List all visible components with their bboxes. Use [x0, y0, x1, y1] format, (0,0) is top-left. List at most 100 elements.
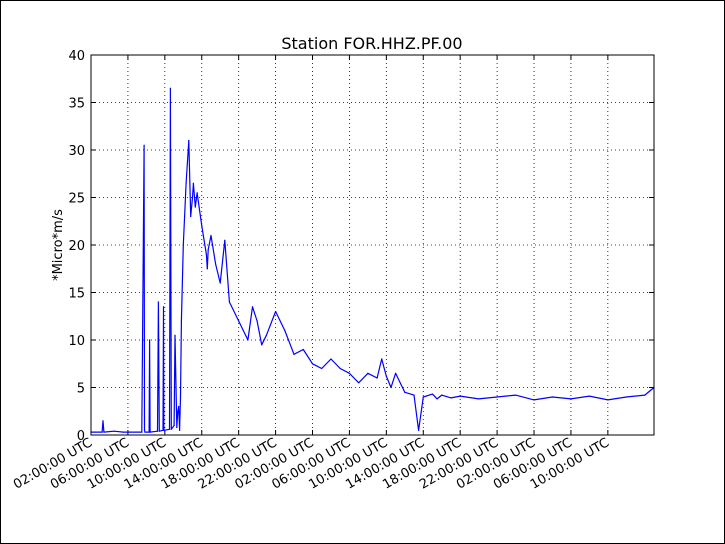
data-point: [478, 398, 480, 400]
data-point: [441, 394, 443, 396]
data-point: [102, 420, 104, 422]
data-point: [190, 215, 192, 218]
data-point: [182, 244, 184, 246]
data-point: [149, 339, 151, 341]
data-point: [103, 431, 105, 433]
data-point: [179, 396, 182, 398]
data-point: [358, 382, 360, 384]
data-point: [644, 394, 646, 396]
data-point: [143, 429, 146, 431]
data-point: [431, 393, 434, 395]
data-point: [385, 375, 387, 377]
data-point: [113, 430, 115, 432]
y-tick-label: 5: [77, 382, 85, 397]
series-line: [91, 87, 655, 433]
data-point: [275, 310, 277, 313]
data-point: [162, 429, 164, 431]
data-point: [395, 372, 397, 374]
data-point: [293, 353, 295, 355]
data-point: [459, 395, 461, 397]
data-point: [173, 424, 175, 427]
data-point: [302, 348, 304, 351]
data-point: [196, 192, 198, 194]
data-point: [207, 249, 209, 251]
data-point: [157, 301, 159, 303]
data-point: [141, 431, 143, 433]
data-point: [205, 253, 207, 256]
data-point: [224, 239, 226, 241]
data-point: [588, 395, 591, 397]
y-tick-label: 0: [77, 429, 85, 444]
data-point: [311, 363, 314, 365]
data-point: [185, 182, 187, 184]
series-group: [90, 87, 655, 433]
plot-area-border: [90, 54, 655, 436]
data-point: [450, 397, 452, 399]
data-point: [149, 431, 151, 433]
y-tick-label: 35: [68, 97, 85, 112]
data-point: [178, 405, 180, 408]
data-point: [247, 339, 249, 341]
data-point: [251, 306, 254, 308]
data-point: [381, 358, 383, 360]
data-point: [284, 329, 286, 332]
data-point: [551, 396, 554, 398]
data-point: [570, 398, 572, 400]
data-point: [265, 334, 267, 336]
data-point: [348, 372, 350, 374]
data-point: [163, 429, 165, 431]
data-point: [330, 358, 332, 360]
y-axis-ticks: 0 5 10 15 20 25 30 35 40: [68, 49, 654, 444]
data-point: [191, 196, 194, 199]
data-point: [261, 344, 263, 346]
data-point: [625, 396, 627, 398]
chart-title: Station FOR.HHZ.PF.00: [281, 34, 462, 53]
data-point: [228, 301, 230, 303]
data-point: [194, 206, 196, 208]
data-point: [413, 394, 415, 396]
data-point: [418, 429, 420, 431]
data-point: [206, 268, 208, 270]
data-point: [533, 399, 535, 401]
y-tick-label: 30: [68, 144, 85, 159]
data-point: [238, 320, 240, 322]
data-point: [321, 367, 323, 370]
data-point: [122, 431, 124, 433]
data-point: [201, 225, 203, 227]
data-point: [144, 431, 146, 433]
data-point: [177, 410, 179, 412]
data-point: [158, 430, 160, 432]
data-point: [192, 182, 194, 184]
data-point: [219, 282, 221, 284]
y-tick-label: 25: [68, 192, 85, 207]
data-point: [180, 320, 182, 322]
y-axis-label: *Micro*m/s: [51, 209, 66, 281]
y-tick-label: 20: [68, 239, 85, 254]
data-point: [496, 396, 498, 398]
data-point: [390, 386, 392, 389]
y-tick-label: 40: [68, 49, 85, 64]
data-point: [210, 234, 212, 237]
y-tick-label: 15: [68, 287, 85, 302]
data-point: [169, 87, 171, 89]
data-point: [170, 428, 172, 430]
data-point: [174, 334, 176, 336]
data-point: [179, 429, 181, 431]
data-point: [188, 139, 190, 142]
data-point: [156, 430, 159, 432]
y-tick-label: 10: [68, 334, 85, 349]
data-point: [256, 320, 258, 322]
data-point: [436, 398, 438, 400]
data-point: [515, 394, 517, 396]
data-point: [376, 377, 378, 379]
data-point: [101, 431, 103, 433]
data-point: [215, 263, 217, 265]
data-point: [339, 367, 341, 370]
data-point: [143, 144, 145, 146]
data-point: [162, 306, 165, 308]
data-point: [176, 426, 178, 428]
data-point: [404, 391, 406, 393]
